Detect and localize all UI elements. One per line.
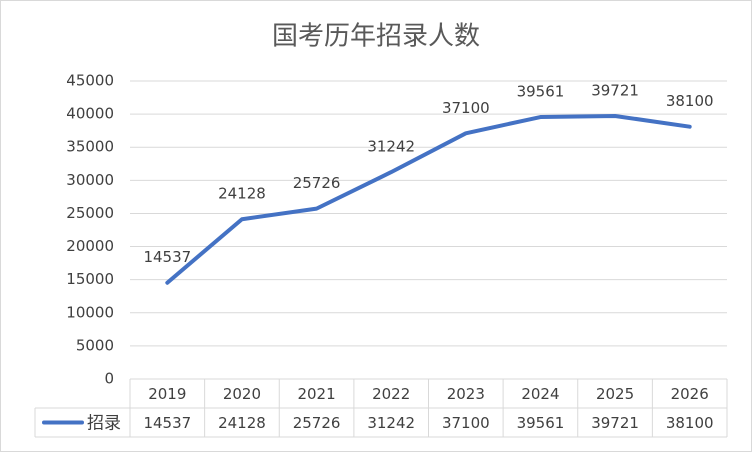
table-value: 25726 <box>293 414 341 432</box>
chart-title: 国考历年招录人数 <box>272 22 480 52</box>
data-label: 14537 <box>143 248 191 266</box>
x-tick-label: 2025 <box>596 385 634 403</box>
y-tick-label: 30000 <box>66 171 114 189</box>
table-value: 14537 <box>143 414 191 432</box>
y-tick-label: 5000 <box>76 336 114 354</box>
legend-label: 招录 <box>87 414 121 434</box>
data-label: 25726 <box>293 174 341 192</box>
x-tick-label: 2026 <box>671 385 709 403</box>
table-value: 39721 <box>591 414 639 432</box>
table-value: 24128 <box>218 414 266 432</box>
y-tick-label: 10000 <box>66 303 114 321</box>
table-value: 37100 <box>442 414 490 432</box>
y-tick-label: 20000 <box>66 237 114 255</box>
data-label: 39721 <box>591 81 639 99</box>
y-tick-label: 25000 <box>66 204 114 222</box>
x-tick-label: 2023 <box>447 385 485 403</box>
series-line <box>165 113 692 285</box>
table-value: 39561 <box>517 414 565 432</box>
y-tick-label: 35000 <box>66 138 114 156</box>
y-tick-label: 0 <box>104 370 114 388</box>
x-tick-label: 2022 <box>372 385 410 403</box>
x-tick-label: 2021 <box>297 385 335 403</box>
table-value: 31242 <box>367 414 415 432</box>
y-tick-label: 40000 <box>66 105 114 123</box>
data-label: 24128 <box>218 185 266 203</box>
data-label: 37100 <box>442 99 490 117</box>
x-tick-label: 2024 <box>521 385 559 403</box>
table-value: 38100 <box>666 414 714 432</box>
y-tick-label: 15000 <box>66 270 114 288</box>
x-tick-label: 2020 <box>223 385 261 403</box>
data-label: 39561 <box>517 83 565 101</box>
x-tick-label: 2019 <box>148 385 186 403</box>
data-label: 31242 <box>367 138 415 156</box>
y-tick-label: 45000 <box>66 72 114 90</box>
data-label: 38100 <box>666 92 714 110</box>
